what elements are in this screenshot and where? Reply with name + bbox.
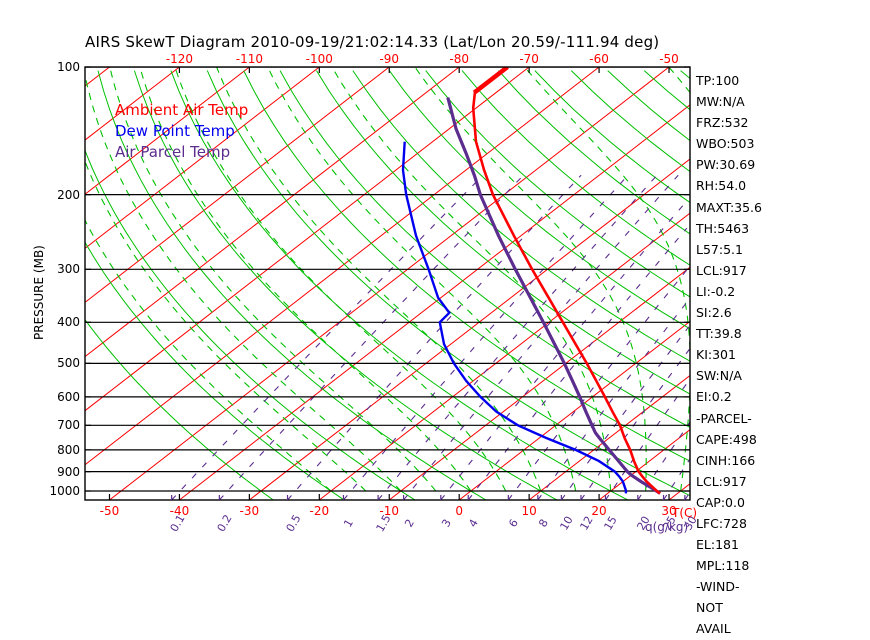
index-line: RH:54.0 — [696, 175, 866, 196]
pressure-axis-label: PRESSURE (MB) — [32, 245, 46, 340]
legend-item-3: Air Parcel Temp — [115, 143, 230, 161]
index-line: KI:301 — [696, 344, 866, 365]
index-line: WBO:503 — [696, 133, 866, 154]
mixing-ratio-line — [378, 175, 657, 500]
index-line: MAXT:35.6 — [696, 197, 866, 218]
dry-adiabat-line — [244, 71, 770, 500]
index-line: CAPE:498 — [696, 429, 866, 450]
index-line: CINH:166 — [696, 450, 866, 471]
index-line: TH:5463 — [696, 218, 866, 239]
mixing-ratio-line — [219, 175, 523, 500]
index-line: -WIND- — [696, 576, 866, 597]
index-line: SI:2.6 — [696, 302, 866, 323]
index-line: SW:N/A — [696, 365, 866, 386]
moist-adiabat-line — [217, 67, 541, 491]
moist-adiabat-line — [525, 67, 691, 491]
index-line: LI:-0.2 — [696, 281, 866, 302]
index-line: TT:39.8 — [696, 323, 866, 344]
index-line: CAP:0.0 — [696, 492, 866, 513]
mixing-ratio-line — [538, 298, 691, 500]
index-line: LFC:728 — [696, 513, 866, 534]
index-line: TP:100 — [696, 70, 866, 91]
skewt-diagram: AIRS SkewT Diagram 2010-09-19/21:02:14.3… — [0, 0, 870, 560]
index-line: AVAIL — [696, 618, 866, 639]
isotherm-line — [0, 67, 110, 500]
legend-item-2: Dew Point Temp — [115, 122, 235, 140]
moist-adiabat-line — [268, 67, 576, 491]
isotherm-line — [0, 67, 529, 500]
index-line: PW:30.69 — [696, 154, 866, 175]
legend-item-1: Ambient Air Temp — [115, 101, 248, 119]
index-line: L57:5.1 — [696, 239, 866, 260]
index-line: LCL:917 — [696, 471, 866, 492]
temperature-axis-label: T(C) — [672, 506, 697, 520]
mixing-ratio-axis-label: q(g/kg) — [645, 520, 688, 534]
index-line: NOT — [696, 597, 866, 618]
index-line: FRZ:532 — [696, 112, 866, 133]
index-line: EL:181 — [696, 534, 866, 555]
index-line: EI:0.2 — [696, 386, 866, 407]
mixing-ratio-line — [344, 175, 629, 500]
index-line: LCL:917 — [696, 260, 866, 281]
mixing-ratio-line — [172, 175, 483, 500]
index-line: MW:N/A — [696, 91, 866, 112]
index-line: -PARCEL- — [696, 408, 866, 429]
moist-adiabat-line — [669, 67, 690, 93]
index-line: MPL:118 — [696, 555, 866, 576]
